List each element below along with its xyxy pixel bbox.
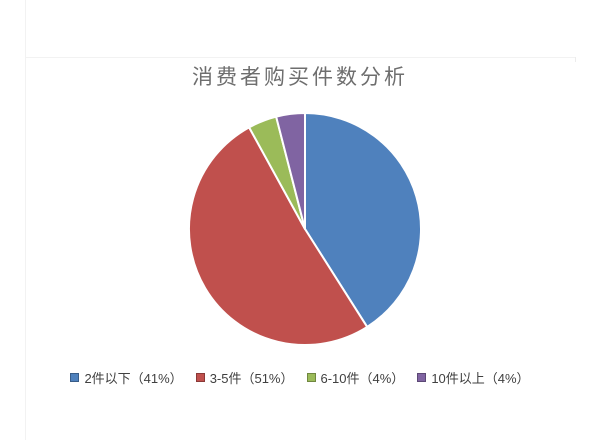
chart-title: 消费者购买件数分析: [192, 66, 408, 89]
legend-item: 10件以上（4%）: [417, 368, 530, 387]
pie-slice-10件以上: [275, 111, 306, 230]
legend-item: 3-5件（51%）: [195, 368, 294, 387]
legend-swatch-icon: [70, 373, 80, 382]
legend-swatch-icon: [306, 373, 316, 382]
legend-swatch-icon: [195, 373, 205, 382]
legend-item: 2件以下（41%）: [70, 368, 183, 387]
legend-label: 2件以下（41%）: [84, 371, 183, 386]
page-edge-tick: [575, 57, 576, 62]
legend-label: 10件以上（4%）: [431, 371, 530, 386]
legend-item: 6-10件（4%）: [306, 368, 405, 387]
legend-label: 3-5件（51%）: [209, 371, 294, 386]
legend-label: 6-10件（4%）: [320, 371, 405, 386]
chart-legend: 2件以下（41%） 3-5件（51%） 6-10件（4%） 10件以上（4%）: [0, 368, 600, 387]
page-edge-horizontal-line: [25, 57, 576, 58]
legend-swatch-icon: [417, 373, 427, 382]
pie-slice-3-5件: [187, 126, 369, 346]
page-edge-vertical-line: [25, 0, 26, 440]
